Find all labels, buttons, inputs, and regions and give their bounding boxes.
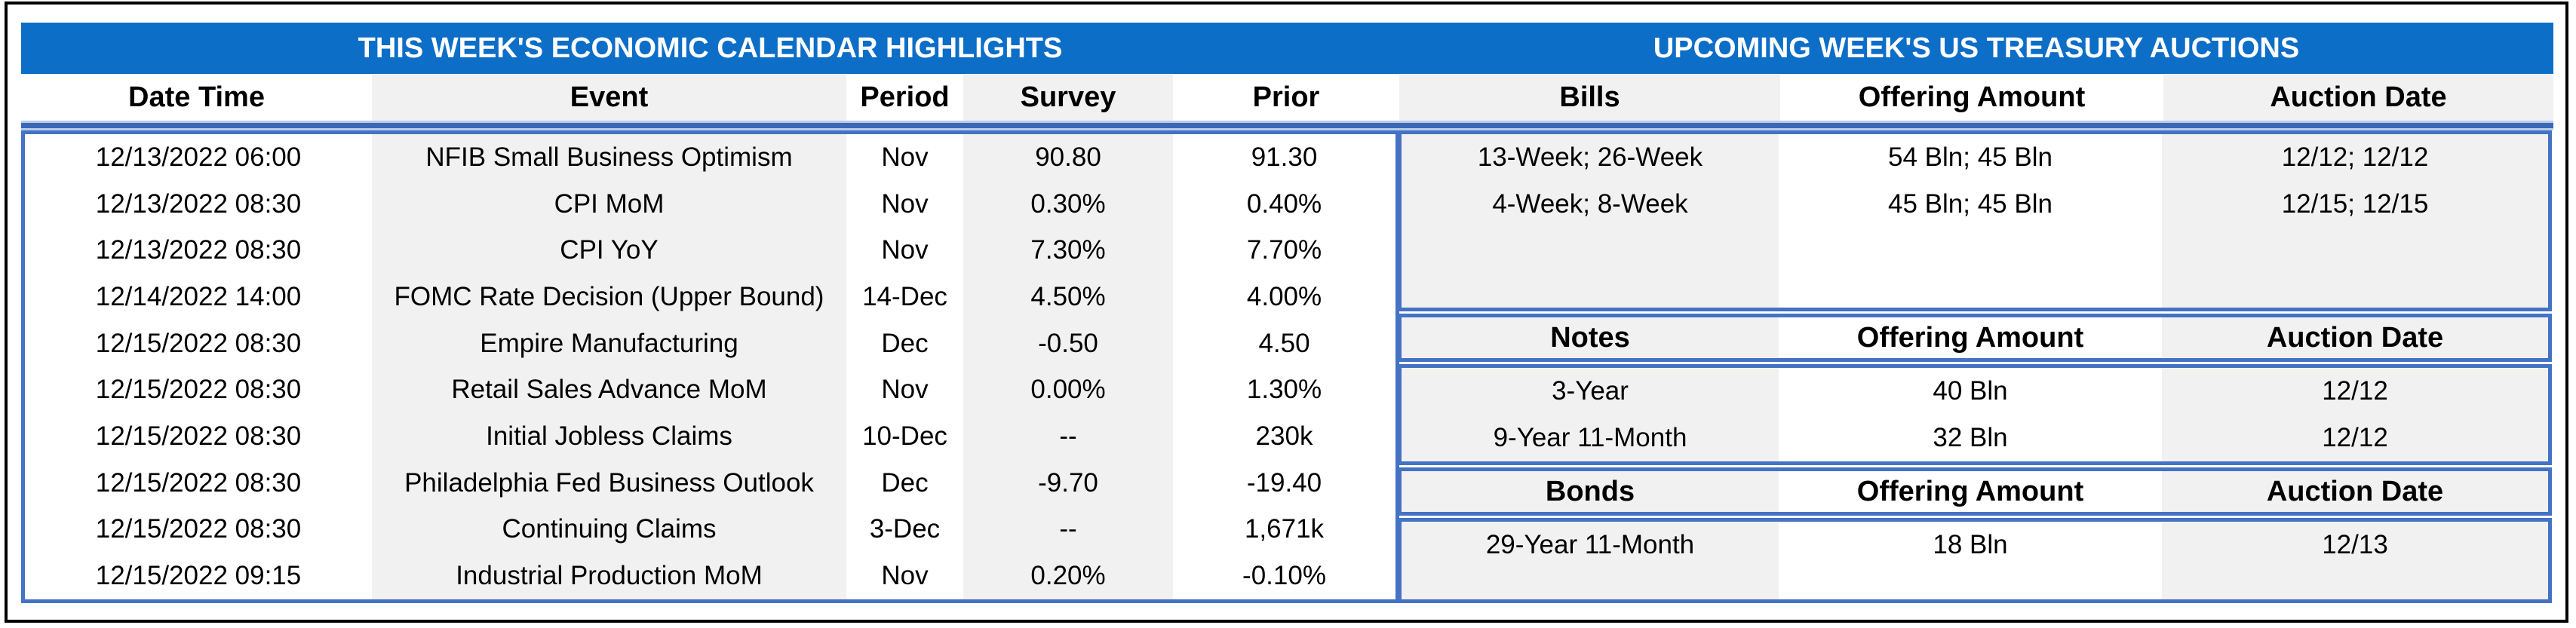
calendar-cell-event: Empire Manufacturing [372,320,846,367]
calendar-cell-date: 12/15/2022 09:15 [95,561,302,591]
auction-cell-security: 29-Year 11-Month [1402,522,1779,568]
calendar-cell-period: Nov [881,375,929,405]
section-header: Bonds [1402,471,1779,512]
calendar-cell-survey: 90.80 [963,134,1173,181]
calendar-cell-prior: 91.30 [1251,142,1318,172]
section-header: Auction Date [2162,471,2548,512]
auction-cell-offering: 54 Bln; 45 Bln [1888,142,2053,172]
calendar-cell-survey: 4.50% [963,274,1173,320]
title-band: THIS WEEK'S ECONOMIC CALENDAR HIGHLIGHTS… [21,23,2553,74]
calendar-cell-survey: 0.30% [963,180,1173,228]
calendar-cell-event: Retail Sales Advance MoM [372,366,846,414]
calendar-cell-event: CPI YoY [372,227,846,274]
calendar-cell-event: Continuing Claims [372,506,846,553]
auction-cell-offering: 45 Bln; 45 Bln [1888,188,2053,219]
calendar-cell-survey: -9.70 [963,459,1173,507]
auctions-column: 13-Week; 26-Week 54 Bln; 45 Bln 12/12; 12/… [1398,130,2552,603]
column-header: Event [372,74,846,121]
calendar-cell-period: 14-Dec [862,281,947,311]
header-divider [21,121,2553,130]
calendar-cell-period: Nov [881,142,929,172]
report-content: THIS WEEK'S ECONOMIC CALENDAR HIGHLIGHTS… [21,23,2553,603]
column-header: Prior [1252,81,1320,113]
calendar-cell-date: 12/15/2022 08:30 [95,328,302,358]
calendar-cell-prior: 0.40% [1246,188,1322,219]
calendar-title: THIS WEEK'S ECONOMIC CALENDAR HIGHLIGHTS [358,32,1063,64]
calendar-cell-date: 12/14/2022 14:00 [95,281,302,311]
calendar-cell-survey: 0.20% [963,553,1173,599]
calendar-cell-period: Nov [881,235,929,265]
auctions-title: UPCOMING WEEK'S US TREASURY AUCTIONS [1653,32,2300,64]
calendar-cell-date: 12/15/2022 08:30 [95,421,302,451]
bonds-header-row: Bonds Offering Amount Auction Date [1398,467,2552,516]
main-header-row: Date Time Event Period Survey Prior Bills Offe… [21,74,2553,121]
calendar-cell-event: Initial Jobless Claims [372,413,846,460]
bonds-table: 29-Year 11-Month 18 Bln 12/13 [1398,518,2552,603]
auction-cell-auction: 12/12; 12/12 [2162,134,2548,181]
calendar-cell-prior: 230k [1255,421,1313,451]
notes-header-row: Notes Offering Amount Auction Date [1398,314,2552,362]
calendar-cell-prior: -0.10% [1242,561,1326,591]
section-header: Notes [1402,317,1779,358]
filler-cell [1779,227,2162,308]
calendar-cell-period: 3-Dec [869,514,941,544]
auction-cell-auction: 12/12 [2162,414,2548,461]
calendar-cell-period: Dec [881,328,929,358]
calendar-cell-survey: -- [963,413,1173,460]
calendar-cell-date: 12/15/2022 08:30 [95,375,302,405]
section-header: Auction Date [2162,317,2548,358]
auction-cell-offering: 32 Bln [1933,422,2008,452]
calendar-cell-prior: 4.50 [1258,328,1310,358]
calendar-cell-prior: 1.30% [1246,375,1322,405]
section-header: Offering Amount [1856,321,2084,354]
calendar-cell-event: Philadelphia Fed Business Outlook [372,459,846,507]
filler-cell [2162,568,2548,599]
calendar-cell-event: FOMC Rate Decision (Upper Bound) [372,274,846,320]
calendar-cell-date: 12/15/2022 08:30 [95,514,302,544]
calendar-cell-period: Nov [881,561,929,591]
filler-cell [1779,568,2162,599]
auction-cell-offering: 40 Bln [1933,375,2008,406]
calendar-cell-event: Industrial Production MoM [372,553,846,599]
calendar-cell-period: Dec [881,467,929,498]
calendar-cell-prior: -19.40 [1246,467,1322,498]
calendar-cell-survey: -0.50 [963,320,1173,367]
filler-cell [1402,568,1779,599]
calendar-cell-date: 12/15/2022 08:30 [95,467,302,498]
filler-cell [1402,227,1779,308]
calendar-cell-date: 12/13/2022 08:30 [95,188,302,219]
auction-cell-auction: 12/13 [2162,522,2548,568]
column-header: Survey [963,74,1173,121]
auction-cell-security: 4-Week; 8-Week [1402,180,1779,228]
bills-table: 13-Week; 26-Week 54 Bln; 45 Bln 12/12; 12/… [1398,130,2552,311]
calendar-cell-date: 12/13/2022 06:00 [95,142,302,172]
column-header: Offering Amount [1858,81,2086,113]
section-header: Offering Amount [1856,475,2084,507]
calendar-cell-period: 10-Dec [862,421,947,451]
calendar-cell-prior: 7.70% [1246,235,1322,265]
calendar-table: 12/13/2022 06:00 NFIB Small Business Opti… [21,130,1399,603]
auction-cell-security: 13-Week; 26-Week [1402,134,1779,181]
calendar-cell-prior: 1,671k [1244,514,1325,544]
auction-cell-security: 3-Year [1402,368,1779,415]
calendar-cell-survey: 7.30% [963,227,1173,274]
calendar-cell-survey: -- [963,506,1173,553]
tables-body: 12/13/2022 06:00 NFIB Small Business Opti… [21,130,2553,603]
auction-cell-security: 9-Year 11-Month [1402,414,1779,461]
calendar-cell-event: NFIB Small Business Optimism [372,134,846,181]
column-header: Date Time [128,81,265,113]
auction-cell-auction: 12/12 [2162,368,2548,415]
calendar-cell-survey: 0.00% [963,366,1173,414]
notes-table: 3-Year 40 Bln 12/12 9-Year 11-Month 32 Bln 12… [1398,364,2552,465]
column-header: Bills [1399,74,1780,121]
column-header: Period [860,81,950,113]
auction-cell-auction: 12/15; 12/15 [2162,180,2548,228]
calendar-cell-prior: 4.00% [1246,281,1322,311]
calendar-cell-event: CPI MoM [372,180,846,228]
filler-cell [2162,227,2548,308]
calendar-cell-period: Nov [881,188,929,219]
column-header: Auction Date [2163,74,2553,121]
auction-cell-offering: 18 Bln [1933,529,2008,559]
calendar-cell-date: 12/13/2022 08:30 [95,235,302,265]
